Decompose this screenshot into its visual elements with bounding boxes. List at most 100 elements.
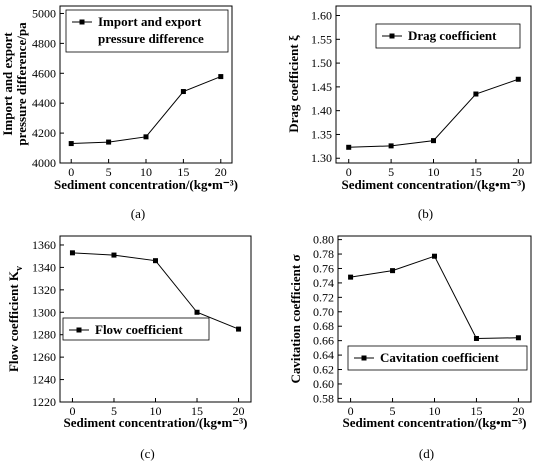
x-tick-label: 15 [177,165,189,179]
y-tick-label: 4000 [32,156,56,170]
y-tick-label: 4400 [32,96,56,110]
data-point [194,309,200,315]
x-tick-label: 10 [150,404,162,418]
y-tick-label: 1240 [32,373,56,387]
data-point [111,252,117,258]
x-axis-title: Sediment concentration/(kg•m⁻³) [64,415,248,430]
legend-marker [389,33,395,39]
y-tick-label: 0.58 [313,391,334,405]
y-tick-label: 1.35 [311,127,332,141]
legend-label: Drag coefficient [408,28,497,43]
x-tick-label: 5 [388,165,394,179]
y-axis-title: Drag coefficient ξ [286,35,301,133]
x-tick-label: 5 [106,165,112,179]
chart-panel-2: 1.30 1.35 1.40 1.45 1.50 1.55 1.60 0 5 10 15 20Sedi… [286,5,532,221]
series-line [348,78,519,148]
panel-caption: (c) [140,446,154,461]
data-point [143,134,149,140]
data-point [153,258,158,264]
y-tick-label: 4200 [32,126,56,140]
y-axis-title: Flow coefficient Kv [6,266,25,372]
data-point [218,74,224,80]
y-tick-label: 4600 [32,66,56,80]
panel-caption: (a) [131,206,145,221]
x-tick-label: 15 [191,404,203,418]
y-tick-label: 0.64 [313,348,334,362]
legend-label: Flow coefficient [95,322,183,337]
data-point [515,335,521,341]
y-tick-label: 0.76 [313,261,334,275]
y-tick-label: 0.74 [313,276,334,290]
legend-box [347,345,528,371]
y-tick-label: 1.60 [311,9,332,23]
x-tick-label: 20 [512,404,524,418]
y-tick-label: 1.55 [311,32,332,46]
data-point [473,335,479,341]
x-tick-label: 0 [68,165,74,179]
panel-caption: (d) [419,446,434,461]
y-tick-label: 1.45 [311,80,332,94]
y-tick-label: 0.70 [313,305,334,319]
x-tick-label: 20 [512,165,524,179]
legend-box [62,317,210,341]
x-tick-label: 0 [69,404,75,418]
y-tick-label: 1340 [32,260,56,274]
y-tick-label: 1260 [32,350,56,364]
y-axis-title: Cavitation coefficient σ [288,254,303,383]
legend-label: Import and export pressure difference [98,14,204,46]
x-tick-label: 10 [428,165,440,179]
x-axis-title: Sediment concentration/(kg•m⁻³) [54,177,238,192]
y-tick-label: 5000 [32,6,56,20]
chart-panel-4: 0.580.600.620.640.660.680.700.720.740.76… [288,233,532,461]
plot-frame [337,235,532,403]
y-tick-label: 1360 [32,238,56,252]
x-tick-label: 10 [140,165,152,179]
data-point [473,91,479,97]
y-tick-label: 0.72 [313,290,334,304]
data-point [106,139,112,145]
y-tick-label: 0.60 [313,377,334,391]
data-point [515,76,521,82]
x-axis-title: Sediment concentration/(kg•m⁻³) [343,415,527,430]
y-tick-label: 1.40 [311,104,332,118]
x-tick-label: 10 [429,404,441,418]
series-line [71,76,221,145]
x-tick-label: 15 [470,404,482,418]
legend: Drag coefficient [375,23,521,49]
data-point [236,326,242,332]
series-line [350,255,519,339]
y-tick-label: 1280 [32,328,56,342]
legend: Flow coefficient [62,317,210,341]
y-tick-label: 1300 [32,305,56,319]
data-point [180,89,186,95]
y-tick-label: 1320 [32,283,56,297]
x-axis-title: Sediment concentration/(kg•m⁻³) [342,177,526,192]
x-tick-label: 20 [233,404,245,418]
x-tick-label: 0 [346,165,352,179]
data-point [432,253,437,259]
x-tick-label: 20 [215,165,227,179]
y-axis-title: Import and exportpressure difference/pa [0,22,29,146]
chart-panel-1: 4000 4200 4400 4600 4800 5000 0 5 10 15 20Sediment… [0,5,238,221]
legend: Import and export pressure difference [65,9,229,53]
legend: Cavitation coefficient [347,345,528,371]
legend-marker [76,327,82,333]
chart-panel-3: 1220 1240 1260 1280 1300 1320 1340 1360 0 5 10 15 20… [6,235,252,461]
y-tick-label: 1220 [32,395,56,409]
data-point [346,144,352,150]
data-point [348,274,354,280]
y-tick-label: 1.30 [311,151,332,165]
x-tick-label: 5 [390,404,396,418]
data-point [69,250,75,256]
y-tick-label: 0.78 [313,247,334,261]
legend-label: Cavitation coefficient [380,350,499,365]
x-tick-label: 5 [111,404,117,418]
data-point [68,141,74,147]
legend-marker [79,19,85,25]
y-tick-label: 0.62 [313,363,334,377]
data-point [388,143,394,149]
legend-marker [361,355,367,361]
x-tick-label: 0 [348,404,354,418]
y-tick-label: 1.50 [311,56,332,70]
